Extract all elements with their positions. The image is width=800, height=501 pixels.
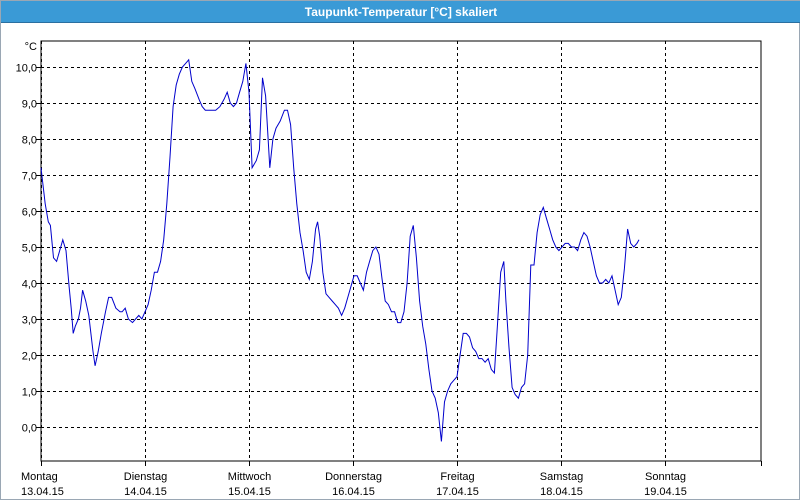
y-tick-label: 1,0	[22, 387, 37, 399]
y-tick-label: 8,0	[22, 135, 37, 147]
y-tick-label: 10,0	[16, 63, 37, 75]
x-tick-day-label: Sonntag	[645, 471, 686, 483]
y-tick-label: 9,0	[22, 99, 37, 111]
series-line	[40, 58, 640, 442]
x-tick-date-label: 15.04.15	[228, 486, 271, 498]
y-tick-label: 6,0	[22, 207, 37, 219]
y-tick-label: 4,0	[22, 279, 37, 291]
y-unit-label: °C	[25, 41, 37, 53]
x-tick-day-label: Donnerstag	[325, 471, 382, 483]
x-tick-day-label: Mittwoch	[228, 471, 271, 483]
x-tick-date-label: 19.04.15	[644, 486, 687, 498]
y-tick-label: 3,0	[22, 315, 37, 327]
title-bar: Taupunkt-Temperatur [°C] skaliert	[1, 1, 800, 23]
x-tick-day-label: Dienstag	[124, 471, 167, 483]
x-tick-date-label: 13.04.15	[21, 486, 64, 498]
x-tick-date-label: 16.04.15	[332, 486, 375, 498]
x-tick-date-label: 14.04.15	[124, 486, 167, 498]
y-tick-label: 7,0	[22, 171, 37, 183]
x-tick-date-label: 17.04.15	[436, 486, 479, 498]
y-tick-label: 2,0	[22, 351, 37, 363]
y-tick-label: 0,0	[22, 423, 37, 435]
x-tick-day-label: Montag	[21, 471, 58, 483]
plot-border	[40, 40, 762, 462]
y-tick-label: 5,0	[22, 243, 37, 255]
chart-title: Taupunkt-Temperatur [°C] skaliert	[304, 5, 498, 19]
x-tick-day-label: Freitag	[440, 471, 474, 483]
x-tick-day-label: Samstag	[540, 471, 583, 483]
x-tick-date-label: 18.04.15	[540, 486, 583, 498]
